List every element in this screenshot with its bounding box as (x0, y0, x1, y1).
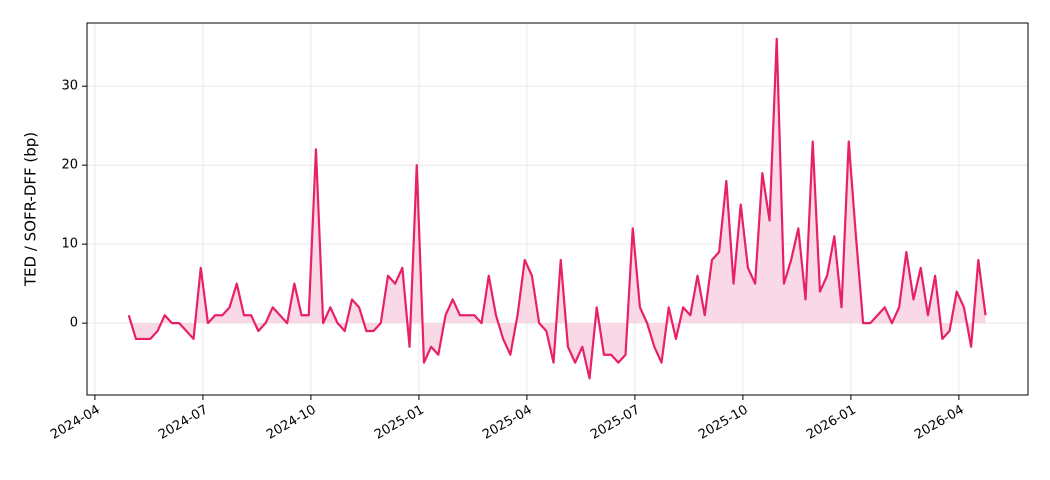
x-tick-label: 2025-07 (588, 403, 643, 443)
y-tick-label: 0 (70, 316, 78, 331)
x-tick-label: 2024-04 (48, 403, 103, 443)
area-fill (128, 38, 986, 379)
y-tick-label: 20 (61, 158, 78, 173)
x-tick-label: 2024-10 (264, 403, 319, 443)
x-tick-label: 2026-04 (912, 403, 967, 443)
y-tick-label: 10 (61, 237, 78, 252)
plot-frame (86, 22, 1029, 396)
x-tick-label: 2024-07 (156, 403, 211, 443)
x-tick-label: 2025-04 (480, 403, 535, 443)
line (127, 37, 987, 380)
y-axis-label: TED / SOFR-DFF (bp) (22, 132, 40, 287)
x-tick-label: 2025-01 (372, 403, 427, 443)
x-tick-label: 2025-10 (696, 403, 751, 443)
x-tick-label: 2026-01 (804, 403, 859, 443)
y-tick-label: 30 (61, 79, 78, 94)
